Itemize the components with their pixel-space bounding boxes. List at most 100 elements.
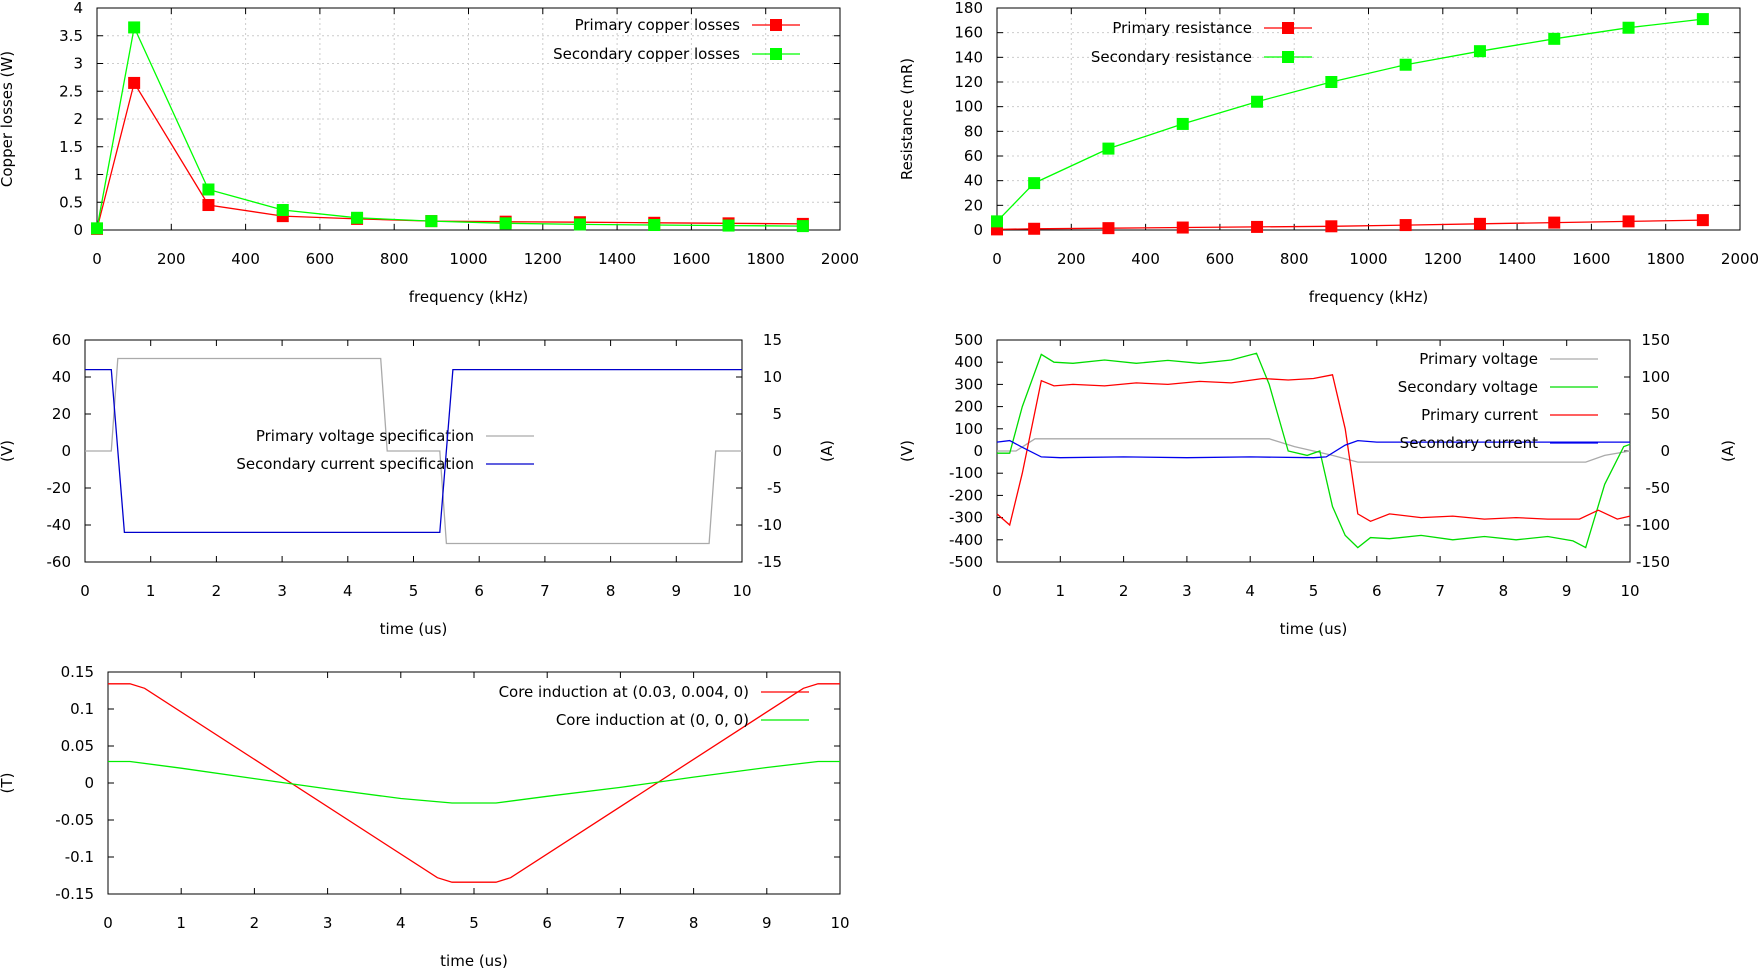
x-tick-label: 4	[343, 582, 353, 600]
data-point	[499, 217, 512, 230]
chart-1: 0 200 400 600 800 1000 1200 1400 1600 1800 2000 0 0.…	[0, 0, 859, 306]
y-tick-label: 160	[954, 24, 983, 42]
x-tick-label: 8	[1499, 582, 1509, 600]
x-tick-label: 200	[1057, 250, 1086, 268]
x-tick-label: 1800	[747, 250, 785, 268]
series-line	[996, 374, 1631, 527]
series-line	[996, 439, 1630, 459]
x-tick-label: 600	[306, 250, 335, 268]
x-tick-label: 10	[830, 914, 849, 932]
data-point	[1548, 32, 1561, 45]
x-tick-label: 2	[1119, 582, 1129, 600]
legend-label: Core induction at (0, 0, 0)	[556, 711, 749, 729]
y-tick-label: 60	[964, 147, 983, 165]
y-tick-label: 0.5	[59, 193, 83, 211]
y-tick-label: 4	[73, 0, 83, 17]
data-point	[91, 222, 103, 235]
data-point	[202, 199, 215, 212]
legend-marker	[770, 48, 782, 60]
y2-tick-label: 100	[1641, 368, 1670, 386]
legend-label: Primary copper losses	[575, 16, 741, 34]
x-tick-label: 3	[277, 582, 287, 600]
legend-marker	[770, 19, 782, 31]
chart-5: 0 1 2 3 4 5 6 7 8 9 10 -0.15 -0.1 -0.05 0 0.05 0.1 0.15 ti…	[0, 663, 850, 970]
chart-2: 0 200 400 600 800 1000 1200 1400 1600 1800 2000 0 20…	[898, 0, 1758, 306]
y2-tick-label: 5	[772, 405, 782, 423]
legend-marker	[1282, 22, 1294, 34]
y2-axis-label: (A)	[1719, 440, 1737, 462]
y2-tick-label: -50	[1646, 479, 1671, 497]
x-tick-label: 200	[157, 250, 186, 268]
x-tick-label: 1000	[1349, 250, 1387, 268]
x-tick-label: 1400	[1498, 250, 1536, 268]
y-tick-label: -60	[47, 553, 72, 571]
x-axis-label: time (us)	[380, 620, 448, 638]
x-axis-label: frequency (kHz)	[409, 288, 529, 306]
y-tick-label: 0	[73, 221, 83, 239]
y-axis-label: Resistance (mR)	[898, 58, 916, 180]
legend-label: Core induction at (0.03, 0.004, 0)	[499, 683, 749, 701]
data-point	[1325, 76, 1338, 88]
x-tick-label: 6	[474, 582, 484, 600]
x-tick-label: 5	[1309, 582, 1319, 600]
data-point	[1102, 222, 1115, 235]
y-tick-label: 1	[73, 166, 83, 184]
data-point	[1251, 220, 1264, 233]
y2-tick-label: -10	[758, 516, 783, 534]
y-axis-label: Copper losses (W)	[0, 51, 16, 187]
x-tick-label: 1	[146, 582, 156, 600]
series-line	[85, 357, 742, 545]
data-point	[1176, 117, 1189, 130]
y-tick-label: 0	[973, 221, 983, 239]
x-tick-label: 7	[540, 582, 550, 600]
x-tick-label: 8	[606, 582, 616, 600]
data-point	[425, 215, 438, 228]
y-tick-label: 20	[964, 196, 983, 214]
x-tick-label: 7	[616, 914, 626, 932]
y-tick-label: -300	[949, 509, 983, 527]
data-point	[796, 220, 809, 233]
y-tick-label: -500	[949, 553, 983, 571]
y-tick-label: 140	[954, 48, 983, 66]
x-tick-label: 1200	[1424, 250, 1462, 268]
x-tick-label: 5	[469, 914, 479, 932]
legend-label: Secondary current	[1400, 434, 1538, 452]
y-tick-label: 180	[954, 0, 983, 17]
y2-tick-label: -100	[1636, 516, 1670, 534]
y2-tick-label: -15	[758, 553, 783, 571]
data-point	[573, 218, 586, 231]
y-tick-label: -200	[949, 486, 983, 504]
y-tick-label: 1.5	[59, 138, 83, 156]
x-tick-label: 9	[1562, 582, 1572, 600]
data-point	[1325, 220, 1338, 233]
y-tick-label: 3	[73, 55, 83, 73]
y2-tick-label: 150	[1641, 331, 1670, 349]
y-tick-label: 300	[954, 375, 983, 393]
data-point	[128, 21, 141, 34]
y-axis-label: (T)	[0, 773, 16, 794]
chart-4: 0 1 2 3 4 5 6 7 8 9 10-500-400-300-200-10001002003…	[898, 331, 1737, 638]
x-tick-label: 1600	[1572, 250, 1610, 268]
x-tick-label: 1200	[524, 250, 562, 268]
x-tick-label: 0	[92, 250, 102, 268]
y-tick-label: -0.15	[55, 885, 94, 903]
y2-tick-label: 15	[763, 331, 782, 349]
y-axis-label: (V)	[0, 440, 16, 462]
legend-label: Primary resistance	[1112, 19, 1252, 37]
y-tick-label: -20	[47, 479, 72, 497]
data-point	[648, 219, 661, 232]
x-tick-label: 1	[1056, 582, 1066, 600]
y-tick-label: 40	[52, 368, 71, 386]
y-tick-label: 3.5	[59, 27, 83, 45]
y2-tick-label: -150	[1636, 553, 1670, 571]
y-tick-label: 2	[73, 110, 83, 128]
x-tick-label: 4	[396, 914, 406, 932]
y2-tick-label: 0	[772, 442, 782, 460]
data-point	[1548, 216, 1561, 229]
y-tick-label: 20	[52, 405, 71, 423]
data-point	[1028, 177, 1041, 190]
data-point	[1473, 45, 1486, 58]
data-point	[1473, 217, 1486, 230]
legend-label: Primary voltage specification	[256, 427, 474, 445]
y2-tick-label: -5	[767, 479, 782, 497]
